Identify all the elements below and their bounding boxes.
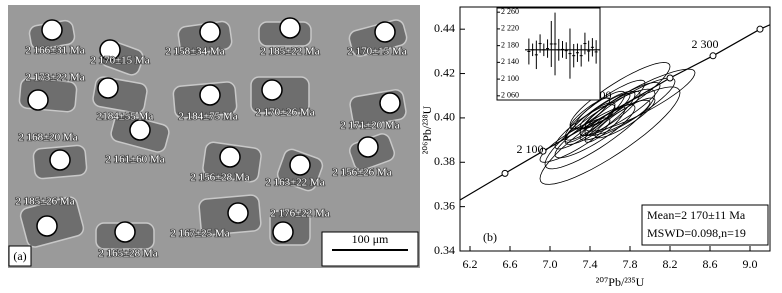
spot <box>379 92 401 114</box>
error-ellipse <box>579 81 661 137</box>
panel-label: (a) <box>13 249 26 263</box>
inset-tick-label: 2 100 <box>501 74 519 83</box>
error-ellipse <box>569 62 671 130</box>
spot <box>97 77 119 99</box>
x-tick-label: 6.6 <box>503 257 518 271</box>
legend-text: MSWD=0.098,n=19 <box>647 226 746 240</box>
zircon-age-label: 2 184±75 Ma <box>178 111 237 123</box>
inset-tick-label: 2 140 <box>501 57 519 66</box>
x-tick-label: 6.2 <box>463 257 478 271</box>
zircon-age-label: 2 176±22 Ma <box>270 208 329 220</box>
spot <box>199 21 221 43</box>
crystals <box>18 17 408 250</box>
age-label: 2 300 <box>692 37 719 51</box>
y-tick-label: 0.44 <box>434 21 455 35</box>
spot <box>261 79 283 101</box>
scale-label: 100 μm <box>352 232 389 246</box>
age-marker <box>666 74 674 82</box>
legend-text: Mean=2 170±11 Ma <box>647 208 746 222</box>
zircon-age-label: 2 173±22 Ma <box>25 72 84 84</box>
y-tick-label: 0.42 <box>434 65 455 79</box>
x-tick-label: 7.0 <box>543 257 558 271</box>
x-tick-label: 8.2 <box>663 257 678 271</box>
error-ellipse <box>574 79 646 130</box>
panel-label-box <box>8 245 32 267</box>
spot <box>227 202 249 224</box>
age-label: 2 100 <box>517 142 544 156</box>
zircon-age-label: 2 161±60 Ma <box>105 154 164 166</box>
spot <box>99 39 121 61</box>
x-tick-label: 7.4 <box>583 257 598 271</box>
y-tick-label: 0.38 <box>434 154 455 168</box>
spot <box>49 149 71 171</box>
spot <box>219 146 241 168</box>
inset-tick-label: 2 220 <box>501 24 519 33</box>
legend-box <box>641 204 769 246</box>
y-tick-label: 0.36 <box>434 198 455 212</box>
concordia-curve <box>459 24 771 201</box>
x-tick-label: 7.8 <box>623 257 638 271</box>
spot <box>279 17 301 39</box>
zircon-age-label: 2 158±34 Ma <box>165 46 224 58</box>
plot-frame <box>459 6 771 252</box>
zircon-age-label: 2 185±22 Ma <box>260 46 319 58</box>
inset-frame <box>496 7 601 101</box>
zircon-age-label: 2 170±26 Ma <box>255 107 314 119</box>
age-marker <box>709 52 717 60</box>
error-ellipse <box>539 86 681 185</box>
y-axis-label: ²⁰⁶Pb/²³⁸U <box>420 105 434 154</box>
zircon-age-label: 2 168±20 Ma <box>18 132 77 144</box>
spot <box>36 215 58 237</box>
zircon-age-label: 2 185±26 Ma <box>15 196 74 208</box>
spot <box>129 119 151 141</box>
y-tick-label: 0.34 <box>434 243 455 257</box>
panel-label: (b) <box>483 230 497 244</box>
inset-tick-label: 2 180 <box>501 40 519 49</box>
spot <box>272 221 294 243</box>
spot <box>41 19 63 41</box>
age-marker <box>756 25 764 33</box>
zircon-age-label: 2 165±28 Ma <box>98 248 157 260</box>
spot <box>374 21 396 43</box>
zircon-age-label: 2 171±20 Ma <box>340 120 399 132</box>
x-tick-label: 9.0 <box>743 257 758 271</box>
error-ellipse <box>539 117 611 163</box>
spot <box>199 84 221 106</box>
zircon-age-label: 2 156±28 Ma <box>190 172 249 184</box>
x-tick-label: 8.6 <box>703 257 718 271</box>
spot <box>114 221 136 243</box>
age-marker <box>539 147 547 155</box>
inset-tick-label: 2 260 <box>501 7 519 16</box>
age-marker <box>501 169 509 177</box>
inset-tick-label: 2 060 <box>501 91 519 100</box>
error-ellipse <box>554 104 616 150</box>
spot <box>357 136 379 158</box>
error-ellipse <box>594 97 656 139</box>
zircon-age-label: 2 170±15 Ma <box>347 46 406 58</box>
zircon-age-label: 2 156±26 Ma <box>332 167 391 179</box>
zircon-age-label: 2 167±25 Ma <box>170 228 229 240</box>
zircon-age-label: 2 170±15 Ma <box>90 55 149 67</box>
error-ellipse <box>579 99 651 141</box>
y-tick-label: 0.40 <box>434 110 455 124</box>
zircon-age-label: 2 163±22 Ma <box>265 177 324 189</box>
zircon-age-label: 2184±55 Ma <box>97 111 154 123</box>
x-axis-label: ²⁰⁷Pb/²³⁵U <box>596 275 645 289</box>
error-ellipse <box>554 104 636 159</box>
spot <box>27 89 49 111</box>
spot <box>289 154 311 176</box>
zircon-age-label: 2 166±31 Ma <box>25 45 84 57</box>
